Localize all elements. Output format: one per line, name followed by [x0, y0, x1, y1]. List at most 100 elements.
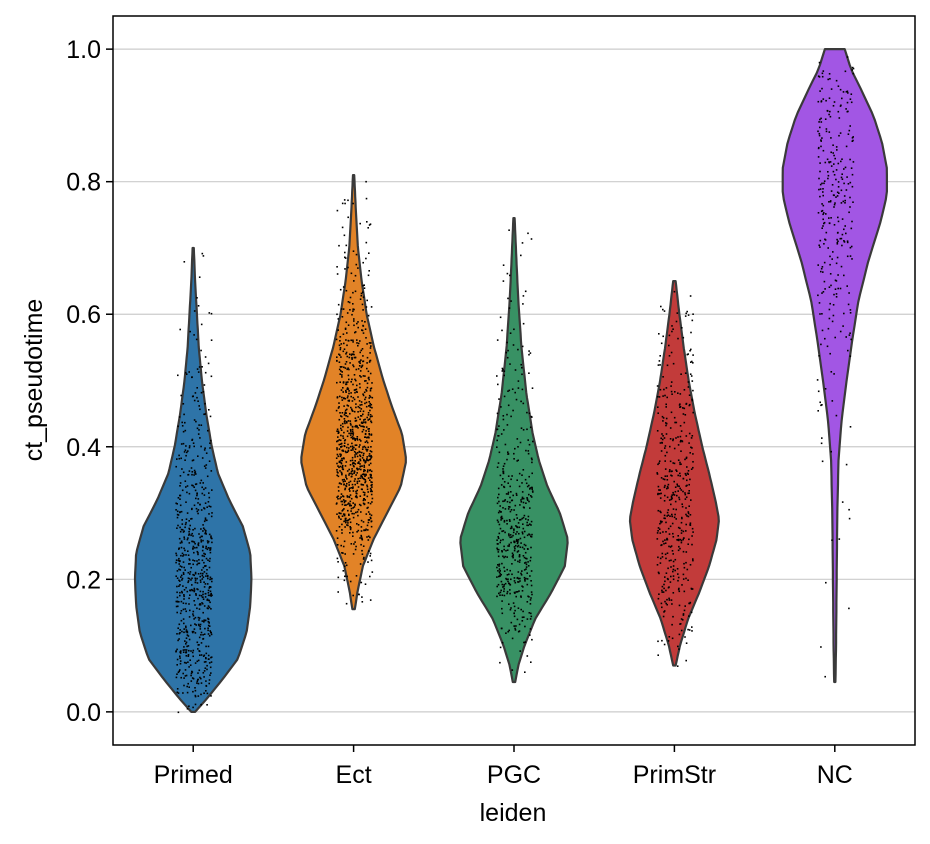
strip-point	[846, 240, 849, 242]
strip-point	[849, 255, 852, 257]
strip-point	[181, 519, 183, 521]
strip-point	[356, 322, 358, 325]
strip-point	[337, 591, 339, 593]
strip-point	[206, 506, 208, 508]
strip-point	[185, 649, 188, 651]
strip-point	[663, 542, 665, 545]
strip-point	[522, 322, 525, 325]
strip-point	[687, 386, 690, 388]
strip-point	[681, 440, 683, 442]
strip-point	[513, 549, 516, 552]
strip-point	[194, 703, 197, 706]
strip-point	[194, 694, 197, 697]
strip-point	[664, 580, 666, 583]
strip-point	[200, 634, 202, 636]
strip-point	[519, 580, 521, 582]
strip-point	[833, 224, 836, 226]
strip-point	[524, 641, 527, 643]
strip-point	[178, 563, 180, 565]
strip-point	[367, 274, 370, 277]
strip-point	[664, 475, 667, 477]
strip-point	[180, 457, 182, 460]
strip-point	[509, 569, 511, 572]
strip-point	[338, 448, 341, 450]
strip-point	[674, 558, 677, 561]
strip-point	[525, 568, 527, 570]
strip-point	[819, 170, 821, 173]
strip-point	[514, 504, 517, 507]
strip-point	[843, 240, 845, 242]
strip-point	[821, 266, 824, 268]
strip-point	[837, 274, 839, 276]
strip-point	[511, 563, 513, 565]
strip-point	[347, 199, 349, 202]
strip-point	[357, 486, 360, 488]
strip-point	[209, 590, 212, 593]
strip-point	[341, 472, 343, 475]
strip-point	[345, 521, 347, 524]
strip-point	[194, 392, 197, 394]
strip-point	[208, 635, 211, 637]
strip-point	[670, 559, 672, 562]
strip-point	[175, 502, 177, 505]
strip-point	[355, 575, 358, 577]
strip-point	[501, 627, 503, 630]
strip-point	[507, 297, 509, 300]
strip-point	[503, 584, 505, 586]
strip-point	[347, 216, 349, 219]
strip-point	[366, 299, 368, 302]
strip-point	[175, 509, 177, 511]
strip-point	[822, 204, 825, 207]
strip-point	[503, 594, 506, 597]
strip-point	[180, 528, 183, 531]
strip-point	[367, 428, 369, 430]
strip-point	[502, 472, 505, 475]
strip-point	[671, 475, 673, 477]
strip-point	[691, 380, 694, 382]
strip-point	[349, 532, 351, 534]
strip-point	[200, 594, 203, 597]
strip-point	[664, 600, 666, 603]
strip-point	[357, 411, 359, 413]
strip-point	[210, 439, 212, 442]
strip-point	[502, 415, 505, 417]
strip-point	[657, 364, 660, 366]
strip-point	[819, 118, 821, 121]
strip-point	[357, 514, 359, 517]
strip-point	[669, 515, 671, 517]
strip-point	[499, 661, 501, 664]
strip-point	[840, 202, 843, 204]
strip-point	[205, 575, 207, 577]
strip-point	[362, 393, 364, 395]
strip-point	[345, 244, 348, 247]
strip-point	[672, 615, 674, 618]
strip-point	[510, 525, 513, 528]
strip-point	[369, 462, 372, 465]
strip-point	[501, 607, 503, 610]
strip-point	[851, 185, 854, 188]
strip-point	[511, 573, 513, 576]
strip-point	[347, 301, 350, 303]
strip-point	[176, 596, 179, 599]
strip-point	[359, 458, 361, 461]
strip-point	[820, 100, 823, 103]
strip-point	[187, 550, 189, 552]
strip-point	[497, 435, 499, 437]
strip-point	[189, 524, 191, 527]
strip-point	[517, 544, 520, 547]
strip-point	[176, 633, 178, 635]
strip-point	[499, 594, 501, 596]
strip-point	[191, 677, 194, 679]
strip-point	[821, 437, 823, 439]
strip-point	[851, 69, 853, 71]
strip-point	[335, 338, 338, 341]
strip-point	[208, 460, 211, 462]
strip-point	[177, 627, 179, 629]
strip-point	[520, 595, 522, 597]
strip-point	[666, 485, 669, 488]
strip-point	[179, 530, 182, 533]
strip-point	[348, 468, 350, 471]
strip-point	[341, 552, 343, 554]
strip-point	[516, 517, 518, 519]
strip-point	[509, 592, 511, 595]
